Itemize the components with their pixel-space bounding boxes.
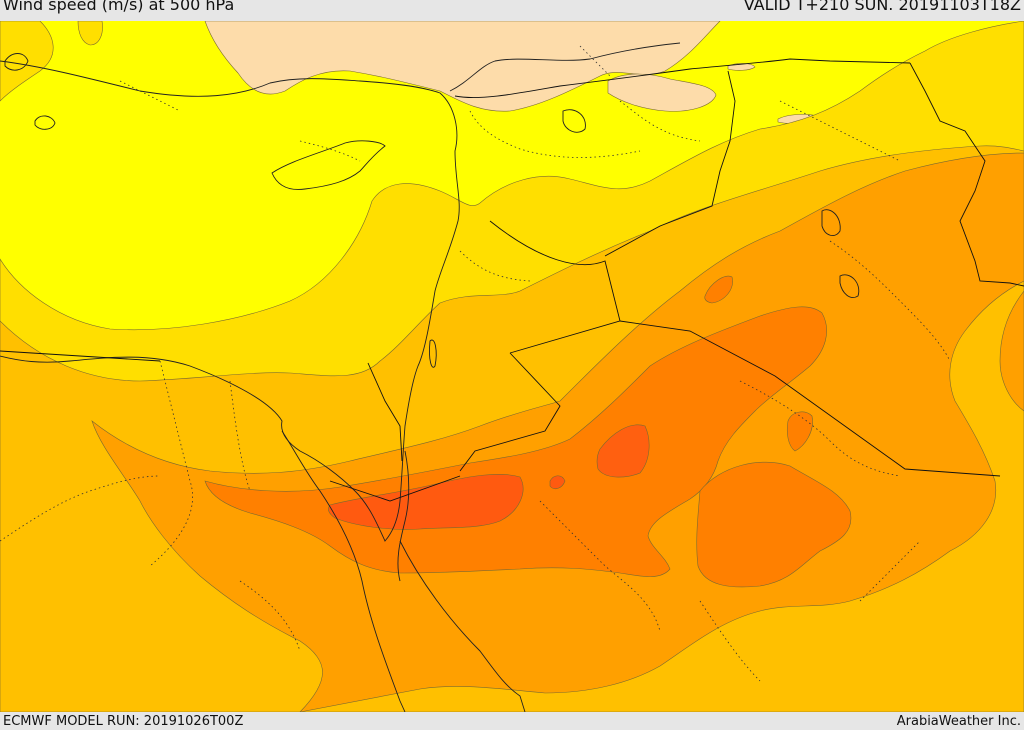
band-60-70-dot — [549, 475, 566, 490]
wind-speed-map — [0, 21, 1024, 712]
band-20-30-top-left — [0, 21, 54, 102]
lake-small — [821, 209, 841, 237]
model-run: ECMWF MODEL RUN: 20191026T00Z — [3, 714, 244, 729]
band-50-60-blob-small — [704, 275, 733, 304]
black-sea-coast — [449, 42, 681, 92]
red-sea-coast — [281, 430, 406, 712]
dead-sea — [429, 339, 437, 368]
gulf-aqaba — [397, 450, 410, 582]
border-iraq-iran — [909, 62, 1024, 287]
band-60-70-west — [328, 474, 524, 530]
aegean-island — [4, 53, 29, 71]
aegean-island-2 — [34, 115, 56, 130]
cyprus-coast — [271, 140, 386, 190]
border-turkey-syria — [454, 58, 911, 98]
border-jordan-saudi — [459, 352, 561, 472]
band-40-50-east — [999, 290, 1024, 412]
border-syria-iraq — [489, 220, 621, 322]
levant-coast — [0, 60, 460, 542]
valid-time: VALID T+210 SUN. 20191103T18Z — [743, 0, 1021, 14]
credit: ArabiaWeather Inc. — [896, 714, 1021, 729]
border-egypt — [367, 362, 403, 462]
arabia-coast — [399, 540, 526, 712]
band-50-60-blob-east — [696, 461, 852, 588]
band-20-30-top-blob — [77, 21, 103, 46]
admin-line-4 — [149, 360, 193, 567]
admin-line-1 — [469, 110, 641, 158]
map-title: Wind speed (m/s) at 500 hPa — [3, 0, 235, 14]
band-60-70-center — [596, 424, 650, 478]
lake-small-2 — [839, 274, 860, 298]
header-bar: Wind speed (m/s) at 500 hPa VALID T+210 … — [0, 0, 1024, 22]
lake-tuz — [562, 109, 586, 133]
border-iraq-saudi — [509, 320, 1001, 477]
admin-line-12 — [299, 140, 361, 162]
band-50-60-blob-small-2 — [786, 411, 813, 452]
admin-line-8 — [739, 380, 901, 477]
footer-bar: ECMWF MODEL RUN: 20191026T00Z ArabiaWeat… — [0, 712, 1024, 729]
admin-line-13 — [699, 600, 761, 682]
border-east — [604, 70, 736, 257]
border-saudi-yemen — [329, 475, 461, 502]
border-egypt-sudan — [0, 350, 161, 362]
admin-line-6 — [229, 380, 251, 492]
